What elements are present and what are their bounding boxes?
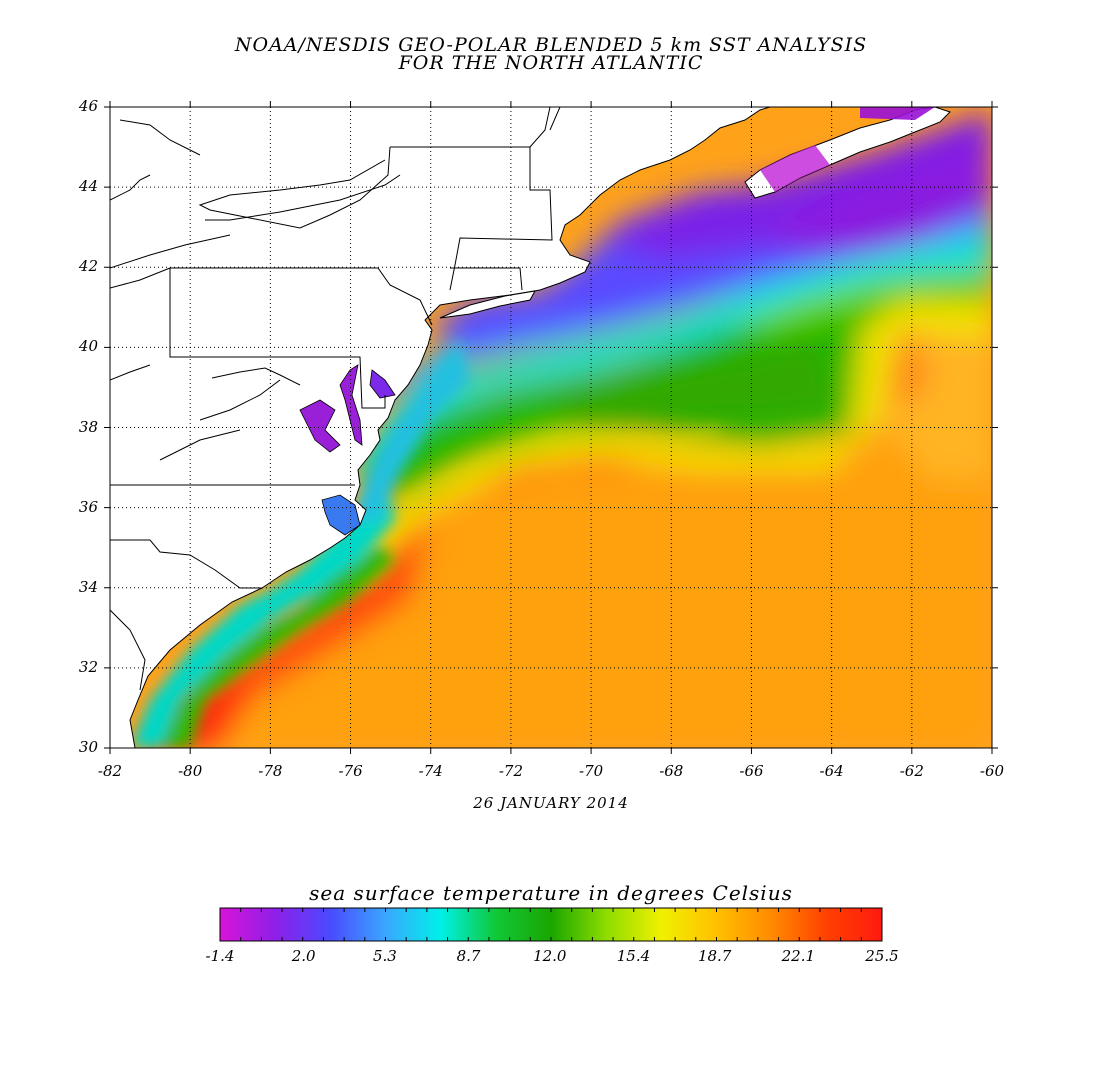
analysis-date: 26 JANUARY 2014 [473,794,629,812]
lon-tick-label: -80 [178,762,203,780]
lat-tick-label: 34 [78,577,98,596]
colorbar-tick-label: 5.3 [372,947,397,965]
lat-tick-label: 38 [78,417,98,436]
long-island-land [439,290,536,319]
lat-tick-label: 30 [78,738,98,756]
colorbar-tick-label: 18.7 [697,947,732,965]
lat-tick-label: 36 [78,497,98,516]
state-borders [110,107,561,691]
lon-tick-label: -64 [819,762,844,780]
lon-tick-label: -72 [498,762,523,780]
lon-tick-label: -66 [739,762,764,780]
lon-tick-label: -60 [979,762,1005,780]
lon-tick-label: -74 [418,762,443,780]
map-title-line1: NOAA/NESDIS GEO-POLAR BLENDED 5 km SST A… [234,34,868,56]
colorbar-tick-label: 2.0 [291,947,316,965]
map-title-line2: FOR THE NORTH ATLANTIC [398,52,704,74]
sst-map [104,101,998,754]
colorbar-tick-label: -1.4 [205,947,235,965]
colorbar-tick-label: 22.1 [781,947,816,965]
colorbar-tick-label: 12.0 [533,947,567,965]
colorbar-gradient [219,907,883,942]
colorbar-tick-label: 25.5 [865,947,899,965]
lat-tick-label: 42 [78,257,98,276]
lat-tick-label: 44 [78,177,98,196]
lat-tick-label: 32 [78,657,98,676]
lon-tick-label: -76 [338,762,363,780]
lat-tick-label: 40 [78,337,98,356]
colorbar-title: sea surface temperature in degrees Celsi… [309,881,793,905]
lon-tick-label: -82 [97,762,123,780]
lon-tick-label: -62 [899,762,924,780]
lon-tick-label: -70 [579,762,604,780]
colorbar-tick-label: 15.4 [616,947,651,965]
lon-tick-label: -68 [659,762,684,780]
lon-tick-label: -78 [258,762,283,780]
colorbar-tick-label: 8.7 [456,947,481,965]
lat-tick-label: 46 [78,97,98,115]
lat-lon-grid [110,107,992,748]
sst-field [110,107,992,748]
